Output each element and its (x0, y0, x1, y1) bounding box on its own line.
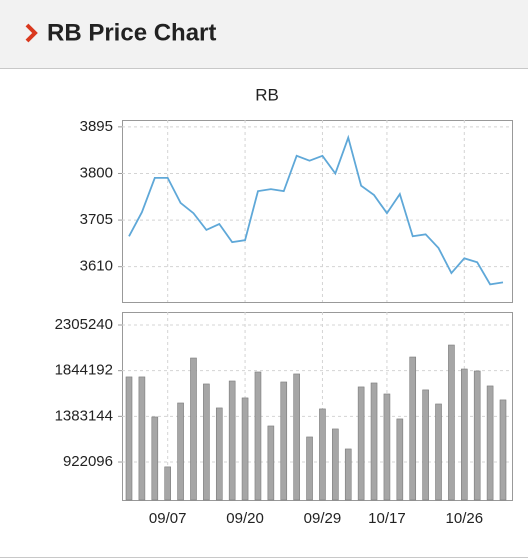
volume-bar (370, 382, 378, 501)
chart-title: RB (255, 85, 279, 104)
volume-bar (422, 389, 429, 501)
price-line (128, 134, 504, 286)
y-tick-label: 1383144 (55, 407, 113, 424)
volume-bar (280, 381, 288, 501)
y-tick-label: 2305240 (55, 316, 113, 333)
volume-bar (164, 466, 171, 501)
volume-bar (473, 370, 481, 501)
x-tick-label: 09/20 (226, 510, 264, 527)
volume-bar (383, 393, 391, 501)
volume-bar (228, 380, 236, 501)
volume-bar (486, 385, 494, 501)
volume-bar (177, 402, 184, 501)
volume-bar (332, 428, 339, 501)
volume-bar (215, 407, 223, 501)
y-tick-label: 3705 (80, 211, 113, 228)
volume-bar (461, 368, 468, 501)
plot-frame (122, 312, 513, 501)
volume-bar (357, 386, 365, 501)
volume-bar (306, 436, 313, 501)
volume-bar (448, 344, 455, 501)
x-tick-label: 09/29 (304, 510, 342, 527)
volume-bar (138, 376, 146, 501)
volume-bar (151, 416, 159, 501)
x-tick-label: 10/26 (446, 510, 484, 527)
y-tick-label: 1844192 (55, 362, 113, 379)
volume-bar (241, 397, 249, 501)
y-tick-label: 3800 (80, 164, 113, 181)
y-tick-label: 922096 (63, 453, 113, 470)
volume-bar (396, 418, 404, 501)
volume-bar (344, 448, 352, 501)
plot-frame (122, 120, 513, 303)
volume-bar (319, 408, 326, 501)
x-tick-label: 10/17 (368, 510, 406, 527)
header-title: RB Price Chart (47, 19, 216, 46)
volume-bar (203, 383, 210, 501)
y-tick-label: 3610 (80, 258, 113, 275)
chevron-icon (25, 23, 38, 43)
volume-bar (435, 403, 442, 501)
volume-bar (267, 425, 275, 501)
volume-bar (125, 376, 133, 501)
volume-bar (190, 357, 197, 501)
volume-bar (254, 371, 262, 501)
x-tick-label: 09/07 (149, 510, 187, 527)
volume-bar (293, 373, 300, 501)
y-tick-label: 3895 (80, 118, 113, 135)
header-bar (0, 0, 528, 68)
volume-bar (499, 399, 507, 501)
volume-bar (409, 356, 417, 501)
